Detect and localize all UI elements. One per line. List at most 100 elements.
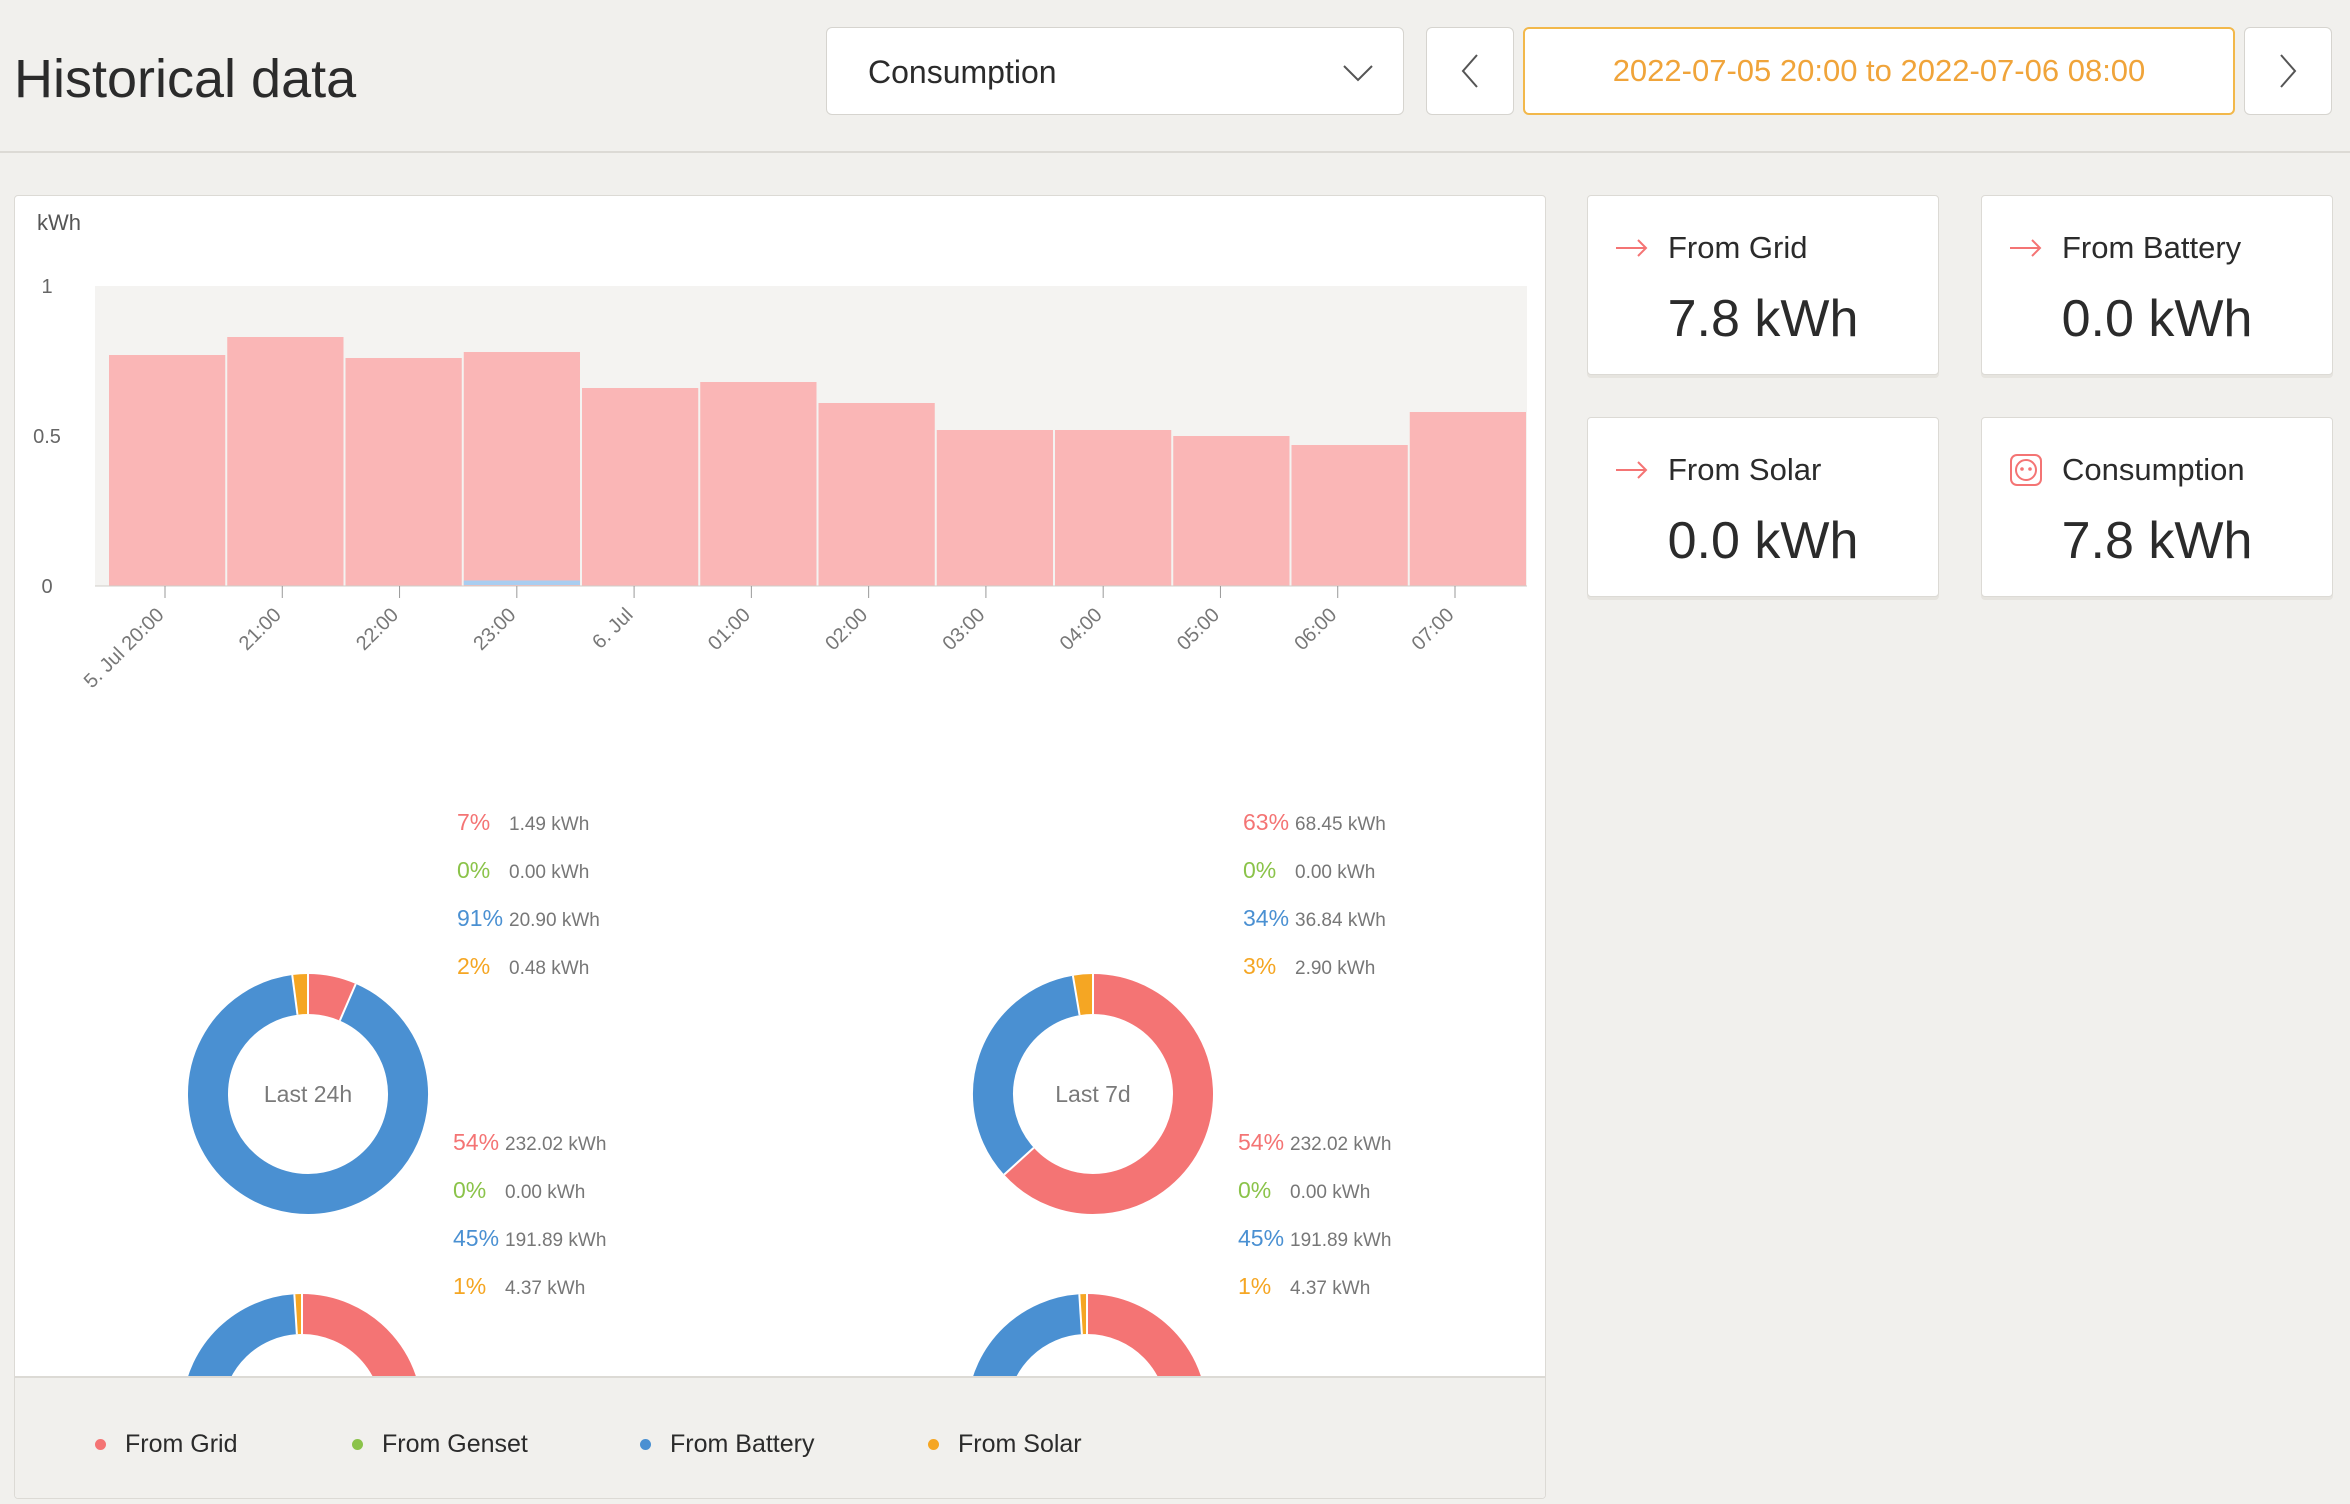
legend-label: From Grid <box>125 1430 238 1458</box>
card-label: From Battery <box>2062 230 2242 265</box>
legend-dot <box>95 1439 106 1450</box>
x-tick-label: 5. Jul 20:00 <box>80 604 169 693</box>
donut-legend-kwh: 0.48 kWh <box>509 958 590 979</box>
card-value: 0.0 kWh <box>1667 512 1859 570</box>
legend-bar: From Grid From Genset From Battery From … <box>15 1376 1545 1498</box>
donut-legend-percent: 63% <box>1243 809 1290 835</box>
donut-separator <box>338 983 357 1022</box>
donut-legend-percent: 91% <box>457 905 504 931</box>
donut-legend-kwh: 4.37 kWh <box>505 1278 586 1299</box>
donut-legend-row: 0% 0.00 kWh <box>453 1177 585 1204</box>
card-from-solar: From Solar 0.0 kWh <box>1587 417 1939 597</box>
donut-legend-row: 0% 0.00 kWh <box>457 857 589 884</box>
arrow-right-icon <box>1616 239 1648 257</box>
donut-legend-row: 1% 4.37 kWh <box>453 1273 585 1300</box>
bar-from-grid[interactable] <box>463 352 580 586</box>
y-axis-label: kWh <box>37 210 81 235</box>
legend-item-genset: From Genset <box>352 1430 528 1459</box>
donut-legend-kwh: 2.90 kWh <box>1295 958 1376 979</box>
legend-item-grid: From Grid <box>95 1430 238 1459</box>
donut-segment[interactable] <box>1004 974 1213 1214</box>
bar-from-grid[interactable] <box>582 388 699 586</box>
previous-period-button[interactable] <box>1426 27 1514 115</box>
bar-from-grid[interactable] <box>227 337 344 586</box>
donut-legend-percent: 45% <box>453 1225 500 1251</box>
donut-legend-row: 45% 191.89 kWh <box>1238 1225 1391 1252</box>
bar-from-grid[interactable] <box>818 403 935 586</box>
donut-segment[interactable] <box>188 975 428 1214</box>
donut-legend-row: 54% 232.02 kWh <box>1238 1129 1391 1156</box>
y-tick-label: 0 <box>41 576 52 598</box>
donut-legend-kwh: 0.00 kWh <box>1295 862 1376 883</box>
socket-icon <box>2010 454 2042 486</box>
bar-from-grid[interactable] <box>1291 445 1408 586</box>
arrow-right-icon <box>2010 239 2042 257</box>
donut-legend-row: 0% 0.00 kWh <box>1243 857 1375 884</box>
donut-legend-kwh: 1.49 kWh <box>509 814 590 835</box>
x-tick-label: 06:00 <box>1290 604 1341 655</box>
bar-from-grid[interactable] <box>1173 436 1290 586</box>
legend-label: From Battery <box>670 1430 815 1458</box>
next-period-button[interactable] <box>2244 27 2332 115</box>
donut-legend-row: 3% 2.90 kWh <box>1243 953 1375 980</box>
donut-separator <box>1071 975 1081 1016</box>
donut-legend-row: 54% 232.02 kWh <box>453 1129 606 1156</box>
donut-legend-kwh: 20.90 kWh <box>509 910 600 931</box>
donut-segment[interactable] <box>292 974 309 1015</box>
donut-legend-percent: 45% <box>1238 1225 1285 1251</box>
bar-from-grid[interactable] <box>936 430 1053 586</box>
donut-legend-percent: 3% <box>1243 953 1277 979</box>
card-from-battery: From Battery 0.0 kWh <box>1981 195 2333 375</box>
chevron-left-icon <box>1461 54 1478 88</box>
donut-legend-percent: 34% <box>1243 905 1290 931</box>
donut-segment[interactable] <box>276 1294 422 1416</box>
chevron-down-icon <box>1343 65 1373 82</box>
card-value: 7.8 kWh <box>1667 290 1859 348</box>
donut-segment[interactable] <box>973 975 1081 1175</box>
x-tick-label: 05:00 <box>1173 604 1224 655</box>
chevron-right-icon <box>2280 54 2297 88</box>
legend-dot <box>352 1439 363 1450</box>
donut-legend-percent: 1% <box>453 1273 487 1299</box>
card-value: 0.0 kWh <box>2061 290 2253 348</box>
chart-panel: kWh 0 0.5 1 5. Jul 20:00 21:00 22:00 23:00 6. Ju… <box>14 195 1546 1499</box>
donut-legend-row: 34% 36.84 kWh <box>1243 905 1386 932</box>
bar-from-grid[interactable] <box>1055 430 1172 586</box>
arrow-right-icon <box>1616 461 1648 479</box>
bar-from-battery[interactable] <box>463 580 580 586</box>
card-consumption: Consumption 7.8 kWh <box>1981 417 2333 597</box>
donut-legend-percent: 7% <box>457 809 491 835</box>
donut-legend-kwh: 36.84 kWh <box>1295 910 1386 931</box>
donut-segment[interactable] <box>307 974 356 1021</box>
card-label: From Grid <box>1668 230 1808 265</box>
legend-dot <box>640 1439 651 1450</box>
legend-item-battery: From Battery <box>640 1430 814 1459</box>
donut-separator <box>1003 1147 1035 1176</box>
donut-legend-percent: 1% <box>1238 1273 1272 1299</box>
donut-legend-percent: 0% <box>457 857 491 883</box>
donut-legend-percent: 0% <box>453 1177 487 1203</box>
x-tick-label: 03:00 <box>938 604 989 655</box>
donut-segment[interactable] <box>1061 1294 1207 1416</box>
donut-legend-row: 63% 68.45 kWh <box>1243 809 1386 836</box>
data-type-select[interactable]: Consumption <box>826 27 1404 115</box>
bar-from-grid[interactable] <box>345 358 462 586</box>
legend-item-solar: From Solar <box>928 1430 1082 1459</box>
x-tick-label: 22:00 <box>352 604 403 655</box>
donut-legend-percent: 54% <box>453 1129 500 1155</box>
donut-legend-row: 7% 1.49 kWh <box>457 809 589 836</box>
donut-legend-percent: 54% <box>1238 1129 1285 1155</box>
x-tick-label: 01:00 <box>704 604 755 655</box>
donut-separator <box>1078 1294 1083 1335</box>
donut-legend-kwh: 0.00 kWh <box>505 1182 586 1203</box>
donut-title: Last 24h <box>264 1081 352 1107</box>
bar-from-grid[interactable] <box>700 382 817 586</box>
x-tick-label: 23:00 <box>469 604 520 655</box>
bar-from-grid[interactable] <box>109 355 226 586</box>
bar-from-grid[interactable] <box>1409 412 1526 586</box>
donut-legend-kwh: 4.37 kWh <box>1290 1278 1371 1299</box>
date-range-picker[interactable]: 2022-07-05 20:00 to 2022-07-06 08:00 <box>1523 27 2235 115</box>
y-tick-label: 0.5 <box>33 426 61 448</box>
donut-segment[interactable] <box>1072 974 1094 1016</box>
